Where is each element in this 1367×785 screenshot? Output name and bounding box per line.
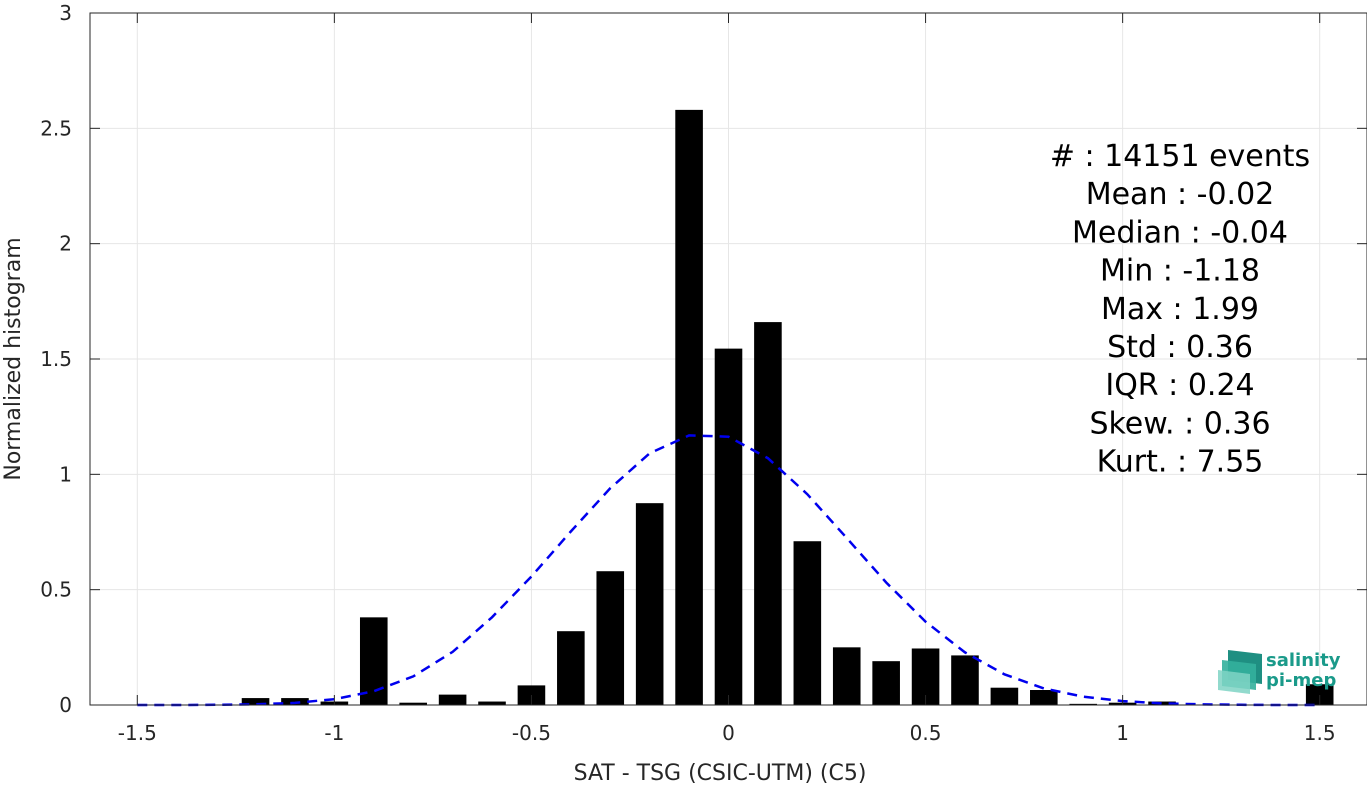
x-tick-labels: -1.5 -1 -0.5 0 0.5 1 1.5 bbox=[118, 721, 1336, 745]
histogram-bar bbox=[635, 503, 664, 705]
stats-line: IQR : 0.24 bbox=[1105, 368, 1254, 403]
histogram-bar bbox=[1305, 684, 1334, 705]
histogram-bar bbox=[951, 655, 979, 705]
stats-line: Std : 0.36 bbox=[1107, 330, 1253, 365]
histogram-bar bbox=[281, 698, 309, 705]
histogram-bar bbox=[793, 541, 822, 705]
x-tick-label: -0.5 bbox=[512, 721, 551, 745]
y-tick-label: 1 bbox=[59, 462, 72, 486]
stats-line: Skew. : 0.36 bbox=[1089, 406, 1270, 441]
logo-text-line2: pi-mep bbox=[1266, 670, 1336, 691]
y-tick-label: 0.5 bbox=[40, 578, 72, 602]
y-tick-label: 2.5 bbox=[40, 116, 72, 140]
y-tick-label: 2 bbox=[59, 232, 72, 256]
y-tick-labels: 0 0.5 1 1.5 2 2.5 3 bbox=[40, 1, 72, 717]
histogram-bar bbox=[478, 701, 506, 705]
histogram-bar bbox=[1148, 701, 1176, 705]
logo-graphic bbox=[1218, 650, 1262, 694]
salinity-pi-mep-logo: salinity pi-mep bbox=[1218, 650, 1341, 694]
histogram-bar bbox=[359, 617, 388, 705]
x-tick-label: 0.5 bbox=[910, 721, 942, 745]
histogram-bars bbox=[241, 109, 1334, 705]
stats-line: # : 14151 events bbox=[1050, 139, 1310, 174]
stats-line: Max : 1.99 bbox=[1101, 292, 1259, 327]
histogram-bar bbox=[399, 702, 427, 705]
histogram-bar bbox=[990, 687, 1019, 705]
histogram-bar bbox=[872, 661, 900, 705]
histogram-bar bbox=[832, 647, 861, 705]
histogram-bar bbox=[675, 109, 703, 705]
stats-line: Min : -1.18 bbox=[1100, 254, 1260, 289]
histogram-bar bbox=[1030, 690, 1058, 705]
logo-text-line1: salinity bbox=[1266, 650, 1341, 671]
x-axis-label: SAT - TSG (CSIC-UTM) (C5) bbox=[574, 761, 867, 785]
x-tick-label: 1.5 bbox=[1304, 721, 1336, 745]
x-tick-label: -1.5 bbox=[118, 721, 157, 745]
histogram-bar bbox=[714, 348, 743, 705]
histogram-bar bbox=[754, 322, 782, 705]
y-tick-label: 1.5 bbox=[40, 347, 72, 371]
x-tick-label: 1 bbox=[1116, 721, 1129, 745]
x-tick-label: -1 bbox=[324, 721, 344, 745]
histogram-bar bbox=[1069, 703, 1098, 705]
y-tick-label: 0 bbox=[59, 693, 72, 717]
y-axis-label: Normalized histogram bbox=[1, 237, 26, 480]
stats-line: Median : -0.04 bbox=[1072, 215, 1288, 250]
histogram-bar bbox=[241, 698, 270, 705]
histogram-bar bbox=[557, 631, 585, 705]
x-tick-label: 0 bbox=[722, 721, 735, 745]
stats-line: Mean : -0.02 bbox=[1086, 177, 1275, 212]
histogram-bar bbox=[596, 571, 625, 705]
histogram-bar bbox=[438, 694, 467, 705]
axes bbox=[89, 12, 1367, 706]
y-tick-label: 3 bbox=[59, 1, 72, 25]
stats-line: Kurt. : 7.55 bbox=[1097, 445, 1264, 480]
